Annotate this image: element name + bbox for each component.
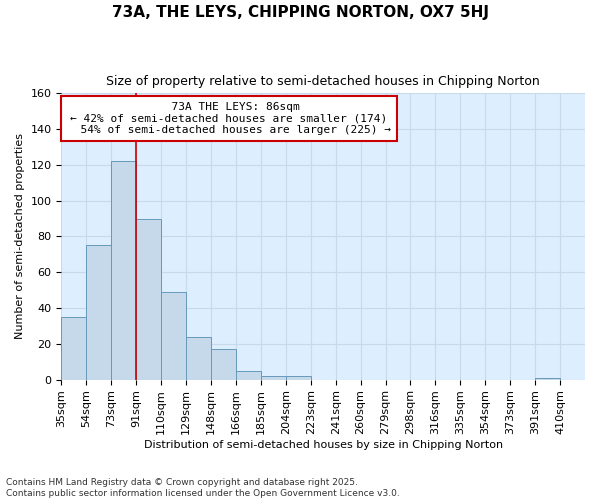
Text: 73A THE LEYS: 86sqm
← 42% of semi-detached houses are smaller (174)
  54% of sem: 73A THE LEYS: 86sqm ← 42% of semi-detach…: [67, 102, 391, 135]
Bar: [136, 218, 161, 380]
Text: Contains HM Land Registry data © Crown copyright and database right 2025.
Contai: Contains HM Land Registry data © Crown c…: [6, 478, 400, 498]
Bar: [61, 317, 86, 380]
Y-axis label: Number of semi-detached properties: Number of semi-detached properties: [15, 134, 25, 340]
Bar: [286, 376, 311, 380]
Title: Size of property relative to semi-detached houses in Chipping Norton: Size of property relative to semi-detach…: [106, 75, 540, 88]
Bar: [86, 246, 111, 380]
Bar: [535, 378, 560, 380]
Text: 73A, THE LEYS, CHIPPING NORTON, OX7 5HJ: 73A, THE LEYS, CHIPPING NORTON, OX7 5HJ: [112, 5, 488, 20]
X-axis label: Distribution of semi-detached houses by size in Chipping Norton: Distribution of semi-detached houses by …: [143, 440, 503, 450]
Bar: [236, 370, 261, 380]
Bar: [186, 336, 211, 380]
Bar: [211, 349, 236, 380]
Bar: [261, 376, 286, 380]
Bar: [161, 292, 186, 380]
Bar: [111, 162, 136, 380]
